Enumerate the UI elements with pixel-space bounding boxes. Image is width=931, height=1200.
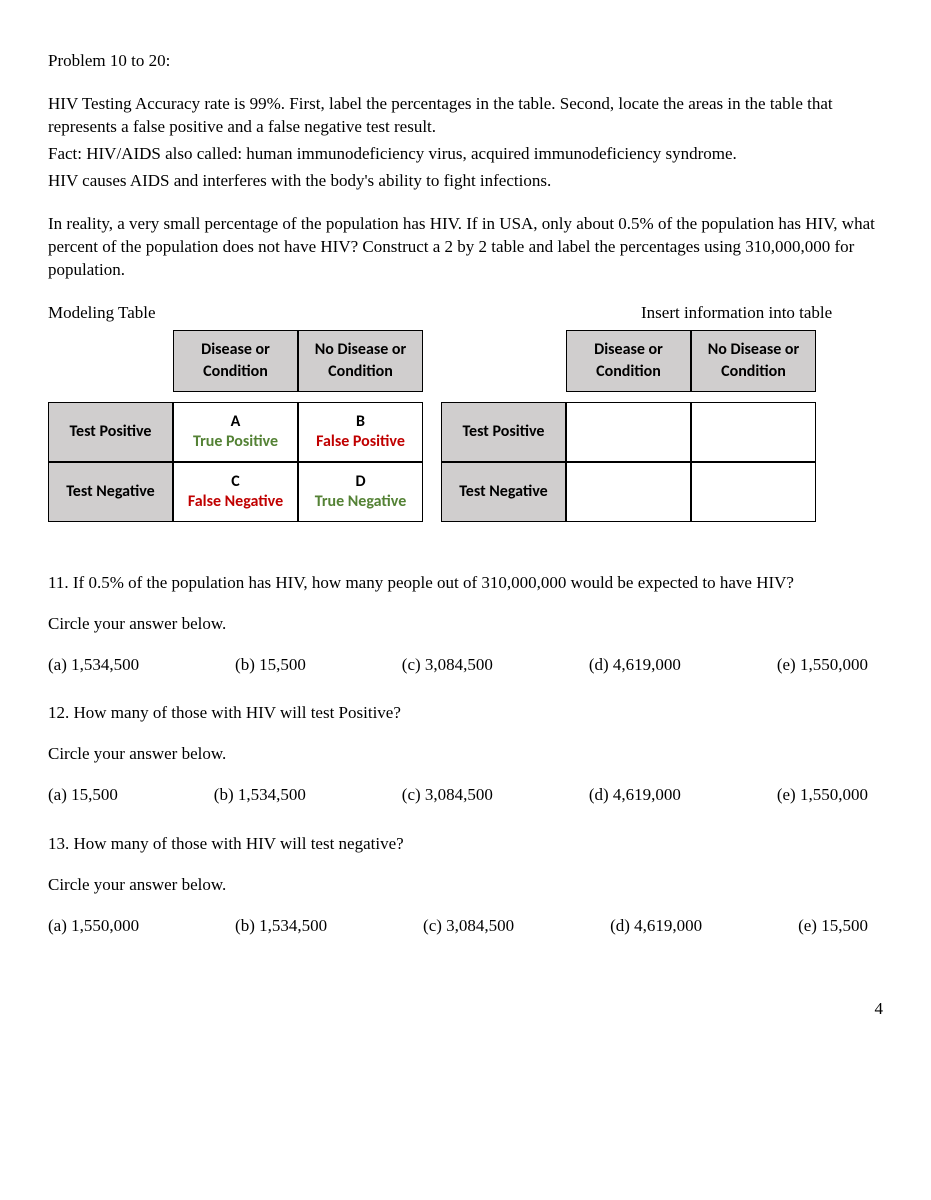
q13-choice-b[interactable]: (b) 1,534,500 — [235, 915, 327, 938]
question-12-text: 12. How many of those with HIV will test… — [48, 702, 883, 725]
problem-range-heading: Problem 10 to 20: — [48, 50, 883, 73]
fillin-cell-a[interactable] — [566, 402, 691, 462]
cell-d: D True Negative — [298, 462, 423, 522]
blank-corner — [48, 330, 173, 391]
question-11-text: 11. If 0.5% of the population has HIV, h… — [48, 572, 883, 595]
question-13-choices: (a) 1,550,000 (b) 1,534,500 (c) 3,084,50… — [48, 915, 868, 938]
fillin-table: Disease or Condition No Disease or Condi… — [441, 330, 816, 521]
cell-c: C False Negative — [173, 462, 298, 522]
question-11-choices: (a) 1,534,500 (b) 15,500 (c) 3,084,500 (… — [48, 654, 868, 677]
q11-choice-c[interactable]: (c) 3,084,500 — [402, 654, 493, 677]
intro-block: HIV Testing Accuracy rate is 99%. First,… — [48, 93, 883, 193]
q12-choice-e[interactable]: (e) 1,550,000 — [777, 784, 868, 807]
insert-info-label: Insert information into table — [641, 302, 832, 325]
intro-line-1: HIV Testing Accuracy rate is 99%. First,… — [48, 93, 883, 139]
question-12: 12. How many of those with HIV will test… — [48, 702, 883, 807]
cell-c-letter: C — [182, 472, 289, 492]
q12-choice-a[interactable]: (a) 15,500 — [48, 784, 118, 807]
q12-choice-d[interactable]: (d) 4,619,000 — [589, 784, 681, 807]
intro-line-4: In reality, a very small percentage of t… — [48, 213, 883, 282]
cell-b-letter: B — [307, 412, 414, 432]
cell-b-text: False Positive — [316, 432, 405, 451]
row-header-test-positive: Test Positive — [48, 402, 173, 462]
cell-b: B False Positive — [298, 402, 423, 462]
q11-choice-a[interactable]: (a) 1,534,500 — [48, 654, 139, 677]
q12-choice-b[interactable]: (b) 1,534,500 — [214, 784, 306, 807]
q13-choice-c[interactable]: (c) 3,084,500 — [423, 915, 514, 938]
col-header-no-disease-2: No Disease or Condition — [691, 330, 816, 391]
q13-choice-d[interactable]: (d) 4,619,000 — [610, 915, 702, 938]
cell-c-text: False Negative — [188, 492, 283, 511]
q11-choice-b[interactable]: (b) 15,500 — [235, 654, 306, 677]
q11-choice-d[interactable]: (d) 4,619,000 — [589, 654, 681, 677]
intro-line-2: Fact: HIV/AIDS also called: human immuno… — [48, 143, 883, 166]
question-13: 13. How many of those with HIV will test… — [48, 833, 883, 938]
page-number: 4 — [48, 998, 883, 1021]
fillin-cell-d[interactable] — [691, 462, 816, 522]
col-header-no-disease: No Disease or Condition — [298, 330, 423, 391]
fillin-cell-c[interactable] — [566, 462, 691, 522]
intro-line-3: HIV causes AIDS and interferes with the … — [48, 170, 883, 193]
row-header-test-negative: Test Negative — [48, 462, 173, 522]
q12-choice-c[interactable]: (c) 3,084,500 — [402, 784, 493, 807]
row-header-test-negative-2: Test Negative — [441, 462, 566, 522]
fillin-cell-b[interactable] — [691, 402, 816, 462]
question-11-instr: Circle your answer below. — [48, 613, 883, 636]
cell-a-letter: A — [182, 412, 289, 432]
tables-row: Disease or Condition No Disease or Condi… — [48, 330, 883, 521]
question-11: 11. If 0.5% of the population has HIV, h… — [48, 572, 883, 677]
q11-choice-e[interactable]: (e) 1,550,000 — [777, 654, 868, 677]
cell-d-text: True Negative — [315, 492, 407, 511]
question-12-instr: Circle your answer below. — [48, 743, 883, 766]
cell-d-letter: D — [307, 472, 414, 492]
row-header-test-positive-2: Test Positive — [441, 402, 566, 462]
cell-a: A True Positive — [173, 402, 298, 462]
question-12-choices: (a) 15,500 (b) 1,534,500 (c) 3,084,500 (… — [48, 784, 868, 807]
fillin-table-wrap: Insert information into table Disease or… — [441, 330, 816, 521]
cell-a-text: True Positive — [193, 432, 278, 451]
modeling-table-wrap: Disease or Condition No Disease or Condi… — [48, 330, 423, 521]
question-13-text: 13. How many of those with HIV will test… — [48, 833, 883, 856]
col-header-disease-2: Disease or Condition — [566, 330, 691, 391]
q13-choice-a[interactable]: (a) 1,550,000 — [48, 915, 139, 938]
question-13-instr: Circle your answer below. — [48, 874, 883, 897]
q13-choice-e[interactable]: (e) 15,500 — [798, 915, 868, 938]
blank-corner-2 — [441, 330, 566, 391]
modeling-table: Disease or Condition No Disease or Condi… — [48, 330, 423, 521]
col-header-disease: Disease or Condition — [173, 330, 298, 391]
